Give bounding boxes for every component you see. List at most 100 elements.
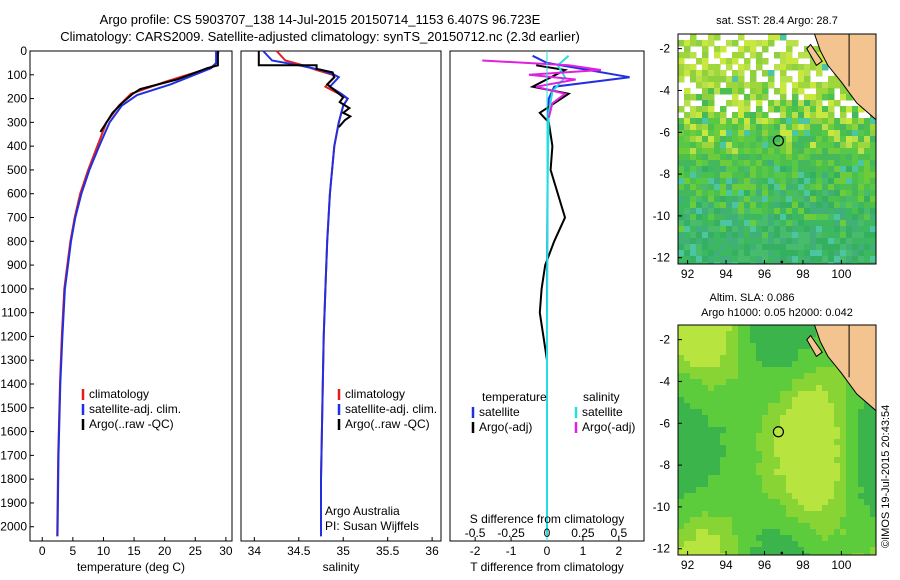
map-cell bbox=[720, 529, 727, 536]
map-cell bbox=[816, 130, 823, 137]
map-cell bbox=[822, 166, 829, 173]
map-cell bbox=[744, 154, 751, 161]
map-cell bbox=[732, 160, 739, 167]
map-cell bbox=[798, 535, 805, 542]
map-cell bbox=[810, 475, 817, 482]
map-cell bbox=[696, 385, 703, 392]
x-tick-label: 36 bbox=[425, 544, 439, 558]
map-cell bbox=[840, 196, 847, 203]
map-cell bbox=[708, 361, 715, 368]
map-cell bbox=[780, 547, 787, 554]
map-cell bbox=[822, 391, 829, 398]
map-cell bbox=[696, 397, 703, 404]
map-cell bbox=[696, 535, 703, 542]
map-cell bbox=[822, 475, 829, 482]
map-cell bbox=[714, 325, 721, 332]
map-cell bbox=[762, 511, 769, 518]
map-cell bbox=[744, 226, 751, 233]
map-cell bbox=[726, 379, 733, 386]
map-cell bbox=[696, 409, 703, 416]
map-cell bbox=[738, 250, 745, 257]
map-cell bbox=[780, 88, 787, 95]
map-cell bbox=[678, 196, 685, 203]
map-cell bbox=[744, 505, 751, 512]
map-cell bbox=[726, 553, 733, 555]
map-cell bbox=[696, 529, 703, 536]
map-cell bbox=[762, 262, 769, 264]
map-cell bbox=[702, 46, 709, 53]
map-cell bbox=[762, 196, 769, 203]
map-cell bbox=[834, 124, 841, 131]
y-tick-label: 700 bbox=[7, 211, 27, 225]
map-cell bbox=[726, 385, 733, 392]
map-cell bbox=[864, 457, 871, 464]
map-cell bbox=[774, 124, 781, 131]
map-cell bbox=[804, 70, 811, 77]
map-cell bbox=[702, 421, 709, 428]
map-cell bbox=[678, 469, 685, 476]
map-cell bbox=[756, 541, 763, 548]
map-cell bbox=[690, 373, 697, 380]
map-cell bbox=[720, 415, 727, 422]
map-cell bbox=[768, 130, 775, 137]
map-cell bbox=[846, 262, 853, 264]
map-cell bbox=[858, 256, 865, 263]
map-cell bbox=[780, 421, 787, 428]
map-cell bbox=[726, 427, 733, 434]
map-cell bbox=[780, 220, 787, 227]
map-cell bbox=[684, 196, 691, 203]
map-cell bbox=[762, 124, 769, 131]
map-cell bbox=[792, 202, 799, 209]
map-cell bbox=[792, 493, 799, 500]
map-cell bbox=[834, 541, 841, 548]
map-cell bbox=[714, 343, 721, 350]
map-cell bbox=[708, 385, 715, 392]
y-tick-label: -10 bbox=[653, 500, 671, 514]
map-cell bbox=[726, 184, 733, 191]
map-cell bbox=[756, 379, 763, 386]
map-cell bbox=[678, 250, 685, 257]
x-tick-label: 94 bbox=[719, 267, 733, 281]
map-cell bbox=[684, 343, 691, 350]
map-cell bbox=[726, 82, 733, 89]
map-cell bbox=[822, 184, 829, 191]
map-cell bbox=[690, 481, 697, 488]
map-cell bbox=[798, 379, 805, 386]
map-cell bbox=[834, 154, 841, 161]
map-cell bbox=[828, 445, 835, 452]
legend-label: climatology bbox=[89, 387, 149, 401]
map-cell bbox=[858, 415, 865, 422]
map-cell bbox=[852, 469, 859, 476]
map-cell bbox=[678, 190, 685, 197]
map-cell bbox=[678, 385, 685, 392]
map-cell bbox=[738, 553, 745, 555]
map-cell bbox=[768, 232, 775, 239]
map-cell bbox=[792, 166, 799, 173]
map-cell bbox=[768, 262, 775, 264]
map-cell bbox=[732, 172, 739, 179]
map-cell bbox=[834, 493, 841, 500]
map-cell bbox=[852, 421, 859, 428]
legend-label: satellite bbox=[479, 405, 520, 419]
map-cell bbox=[798, 445, 805, 452]
map-cell bbox=[840, 463, 847, 470]
map-cell bbox=[684, 415, 691, 422]
map-cell bbox=[828, 397, 835, 404]
map-cell bbox=[714, 457, 721, 464]
map-cell bbox=[786, 46, 793, 53]
map-cell bbox=[756, 94, 763, 101]
map-cell bbox=[768, 172, 775, 179]
argo-position-marker bbox=[772, 135, 785, 147]
island bbox=[806, 43, 823, 67]
map-cell bbox=[858, 535, 865, 542]
map-cell bbox=[816, 457, 823, 464]
map-cell bbox=[738, 178, 745, 185]
map-cell bbox=[774, 529, 781, 536]
map-cell bbox=[774, 493, 781, 500]
map-cell bbox=[792, 172, 799, 179]
map-cell bbox=[816, 403, 823, 410]
map-cell bbox=[696, 505, 703, 512]
map-cell bbox=[798, 385, 805, 392]
map-cell bbox=[738, 106, 745, 113]
map-cell bbox=[780, 325, 787, 332]
